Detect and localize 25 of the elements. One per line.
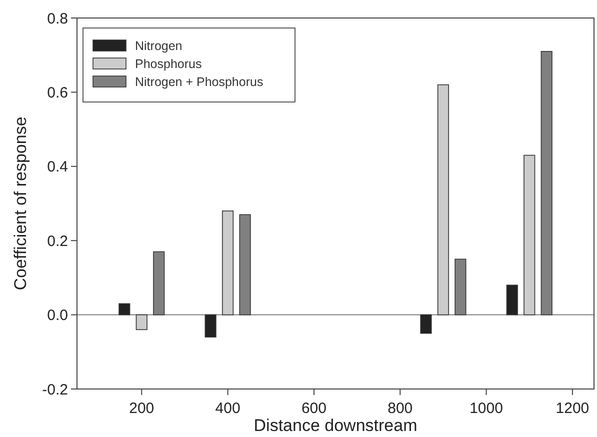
bar	[118, 303, 130, 316]
y-axis-title: Coefficient of response	[11, 116, 30, 290]
legend-label: Nitrogen	[135, 39, 182, 53]
bar	[506, 284, 518, 316]
x-tick-label: 200	[129, 400, 154, 417]
y-tick-label: -0.2	[42, 381, 68, 398]
x-tick-label: 1200	[556, 400, 590, 417]
x-tick-label: 600	[301, 400, 326, 417]
legend-label: Nitrogen + Phosphorus	[135, 75, 264, 89]
x-tick-label: 400	[215, 400, 240, 417]
bar	[136, 314, 148, 330]
x-axis-title: Distance downstream	[254, 416, 418, 435]
bar	[420, 314, 432, 334]
x-tick-label: 1000	[470, 400, 503, 417]
y-tick-label: 0.2	[47, 232, 68, 250]
bar	[204, 314, 216, 338]
y-tick-label: 0.4	[47, 158, 68, 176]
bar	[524, 154, 536, 316]
y-tick-label: 0.8	[47, 10, 68, 28]
legend-label: Phosphorus	[135, 57, 202, 71]
bar	[437, 84, 449, 316]
y-tick-label: 0.6	[47, 84, 68, 102]
y-tick-label: 0.0	[47, 307, 68, 324]
bar	[222, 210, 234, 316]
x-tick-label: 800	[388, 400, 413, 417]
